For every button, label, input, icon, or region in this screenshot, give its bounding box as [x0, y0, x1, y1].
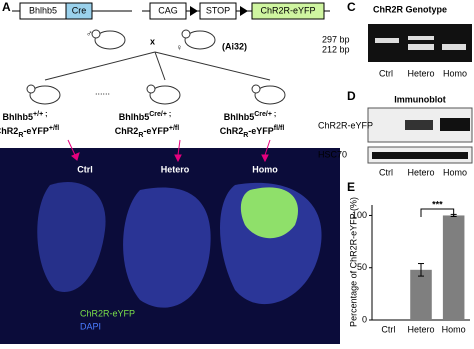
gene: Bhlhb5 — [3, 112, 34, 122]
gene: STOP — [206, 5, 230, 15]
genotype: ChR2R-eYFP+/fl — [0, 125, 59, 139]
gene: Cre — [72, 5, 87, 15]
significance-bracket — [420, 208, 455, 217]
box — [65, 2, 93, 20]
superscript: +/fl — [169, 125, 179, 132]
y-tick-label: 100 — [352, 210, 367, 220]
mouse — [26, 29, 286, 105]
superscript: +/fl — [49, 125, 59, 132]
band — [405, 120, 433, 130]
lane: Homo — [443, 167, 467, 177]
y-tick-label: 0 — [362, 314, 367, 324]
row-label: HSC70 — [318, 149, 347, 159]
eyfp-signal — [240, 187, 298, 239]
legend-entry: ChR2R-eYFP — [80, 308, 135, 318]
genotype: Bhlhb5+/+ ; — [3, 111, 48, 123]
dots: ...... — [95, 86, 110, 96]
lane: Hetero — [407, 167, 434, 177]
title: ChR2R Genotype — [373, 4, 447, 14]
panel-letter: E — [347, 180, 355, 194]
panel-letter: A — [2, 0, 11, 14]
band-label: 297 bp — [322, 34, 350, 44]
reporter: (Ai32) — [222, 41, 247, 51]
lane: Ctrl — [379, 167, 393, 177]
superscript: +/+ ; — [33, 111, 47, 118]
superscript: Cre/+ ; — [254, 111, 276, 118]
bar — [442, 215, 465, 320]
gene: Bhlhb5 — [224, 112, 255, 122]
gene: ChR2 — [220, 126, 244, 136]
x-tick-label: Ctrl — [381, 324, 395, 334]
tissue — [123, 187, 211, 308]
genotype: ChR2R-eYFP+/fl — [115, 125, 179, 139]
y-tick-label: 50 — [357, 262, 367, 272]
legend-entry: DAPI — [80, 321, 101, 331]
symbol: ♂ — [86, 28, 93, 38]
x-tick-label: Homo — [442, 324, 466, 334]
box — [199, 2, 237, 20]
subscript: R — [18, 132, 23, 139]
subscript: R — [138, 132, 143, 139]
band-label: 212 bp — [322, 44, 350, 54]
panel-letter: D — [347, 89, 356, 103]
annotation: *** — [432, 199, 443, 209]
loxp — [190, 6, 198, 16]
subscript: R — [243, 132, 248, 139]
gene: -eYFP — [248, 126, 274, 136]
arrows — [67, 139, 271, 163]
box — [251, 2, 325, 20]
gene: ChR2 — [0, 126, 18, 136]
bar — [410, 269, 432, 320]
lines — [44, 51, 271, 81]
bands — [375, 36, 466, 50]
cross: x — [150, 36, 155, 46]
lane: Hetero — [407, 68, 434, 78]
label: Homo — [252, 164, 278, 174]
box — [149, 2, 187, 20]
x-tick-label: Hetero — [407, 324, 434, 334]
tissue — [37, 182, 106, 292]
symbol: ♀ — [176, 42, 183, 52]
genotype: Bhlhb5Cre/+ ; — [119, 111, 171, 123]
lane: Homo — [443, 68, 467, 78]
gene: ChR2R-eYFP — [260, 5, 315, 15]
superscript: fl/fl — [274, 125, 285, 132]
genotype: ChR2R-eYFPfl/fl — [220, 125, 285, 139]
superscript: Cre/+ ; — [149, 111, 171, 118]
loxp — [240, 6, 248, 16]
gene: ChR2 — [115, 126, 139, 136]
gene: CAG — [158, 5, 178, 15]
genotype: Bhlhb5Cre/+ ; — [224, 111, 276, 123]
label: Hetero — [161, 164, 190, 174]
lane: Ctrl — [379, 68, 393, 78]
error-bar — [418, 263, 424, 277]
title: Immunoblot — [394, 94, 446, 104]
band — [440, 118, 470, 131]
row-label: ChR2R-eYFP — [318, 120, 373, 130]
gene: Bhlhb5 — [29, 5, 57, 15]
panel-letter: C — [347, 0, 356, 14]
label: Ctrl — [77, 164, 93, 174]
gene: -eYFP — [23, 126, 49, 136]
gene: Bhlhb5 — [119, 112, 150, 122]
y-axis-label: Percentage of ChR2R-eYFP (%) — [348, 197, 358, 327]
band — [372, 152, 468, 159]
gene: -eYFP — [143, 126, 169, 136]
